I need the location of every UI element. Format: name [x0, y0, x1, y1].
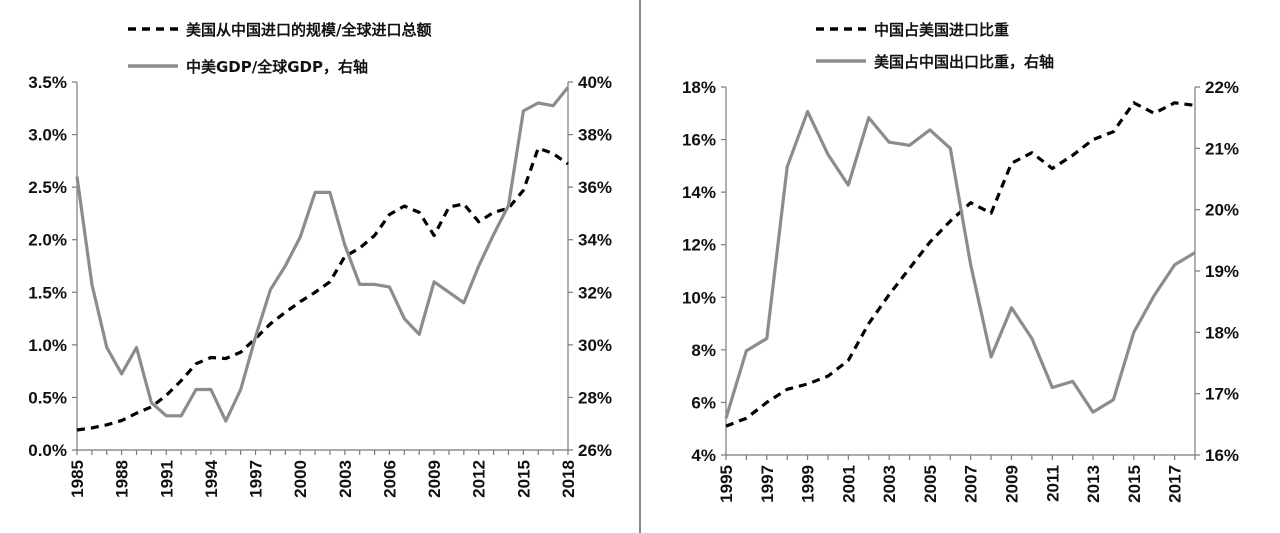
y-right-tick-label: 19% [1205, 262, 1239, 281]
left-chart: 美国从中国进口的规模/全球进口总额 中美GDP/全球GDP，右轴 0.0% 0.5… [28, 21, 612, 498]
y-left-tick-label: 1.5% [28, 283, 67, 302]
y-left-tick-label: 2.0% [28, 231, 67, 250]
y-right-tick-label: 21% [1205, 139, 1239, 158]
y-left-tick-label: 4% [691, 446, 716, 465]
y-right-tick-label: 20% [1205, 201, 1239, 220]
y-right-tick-label: 22% [1205, 78, 1239, 97]
x-tick-label: 1995 [717, 465, 736, 503]
y-left-tick-label: 1.0% [28, 336, 67, 355]
left-chart-panel: 美国从中国进口的规模/全球进口总额 中美GDP/全球GDP，右轴 0.0% 0.5… [28, 0, 641, 533]
y-left-tick-label: 3.0% [28, 126, 67, 145]
x-tick-label: 1985 [68, 460, 87, 498]
y-left-tick-label: 2.5% [28, 178, 67, 197]
y-left-tick-label: 10% [682, 288, 716, 307]
x-tick-label: 1991 [157, 460, 176, 498]
x-tick-label: 2009 [425, 460, 444, 498]
y-right-tick-label: 40% [578, 73, 612, 92]
y-left-tick-label: 18% [682, 78, 716, 97]
y-left-tick-label: 6% [691, 393, 716, 412]
y-right-tick-label: 28% [578, 388, 612, 407]
x-tick-label: 2015 [514, 460, 533, 498]
y-left-tick-label: 14% [682, 183, 716, 202]
legend-label-us-share-china-exports: 美国占中国出口比重，右轴 [874, 53, 1054, 71]
x-tick-label: 2003 [336, 460, 355, 498]
x-tick-label: 2011 [1043, 465, 1062, 502]
x-tick-label: 2006 [380, 460, 399, 498]
y-right-tick-label: 32% [578, 283, 612, 302]
y-left-tick-label: 12% [682, 236, 716, 255]
x-tick-label: 2015 [1125, 465, 1144, 503]
x-tick-label: 1997 [758, 465, 777, 503]
legend-label-china-share-us-imports: 中国占美国进口比重 [874, 21, 1009, 39]
y-left-tick-label: 3.5% [28, 73, 67, 92]
x-tick-label: 1988 [113, 460, 132, 498]
y-right-tick-label: 17% [1205, 385, 1239, 404]
x-tick-label: 2009 [1002, 465, 1021, 503]
right-axes: 4% 6% 8% 10% 12% 14% 16% 18% 16% 17% 18% 19% 20% 21% 2… [682, 78, 1239, 503]
y-right-tick-label: 36% [578, 178, 612, 197]
right-legend: 中国占美国进口比重 美国占中国出口比重，右轴 [816, 21, 1054, 71]
y-right-tick-label: 16% [1205, 446, 1239, 465]
y-left-tick-label: 8% [691, 341, 716, 360]
left-axes: 0.0% 0.5% 1.0% 1.5% 2.0% 2.5% 3.0% 3.5% 26% 28% 30… [28, 73, 612, 498]
x-tick-label: 1999 [799, 465, 818, 503]
x-tick-label: 1994 [202, 459, 221, 497]
x-tick-label: 1997 [247, 460, 266, 498]
legend-label-import-share: 美国从中国进口的规模/全球进口总额 [186, 21, 431, 39]
x-tick-label: 2000 [291, 460, 310, 498]
y-left-tick-label: 0.5% [28, 388, 67, 407]
y-right-tick-label: 18% [1205, 323, 1239, 342]
series-line-dashed [725, 101, 1196, 428]
x-tick-label: 2003 [880, 465, 899, 503]
x-tick-label: 2007 [962, 465, 981, 503]
y-right-tick-label: 30% [578, 336, 612, 355]
x-tick-label: 2005 [921, 465, 940, 503]
x-tick-label: 2017 [1166, 465, 1185, 503]
y-left-tick-label: 0.0% [28, 441, 67, 460]
series-line-solid [75, 86, 570, 423]
x-tick-label: 2018 [559, 460, 578, 498]
series-line-solid [724, 109, 1196, 419]
y-left-tick-label: 16% [682, 131, 716, 150]
right-chart: 中国占美国进口比重 美国占中国出口比重，右轴 4% 6% 8% 10% 12% 14% 16… [682, 21, 1239, 503]
x-tick-label: 2001 [839, 465, 858, 503]
y-right-tick-label: 26% [578, 441, 612, 460]
left-series [75, 86, 570, 432]
y-right-tick-label: 38% [578, 126, 612, 145]
right-series [724, 101, 1196, 428]
series-line-dashed [76, 146, 569, 432]
x-tick-label: 2013 [1084, 465, 1103, 503]
x-tick-label: 2012 [470, 460, 489, 498]
left-legend: 美国从中国进口的规模/全球进口总额 中美GDP/全球GDP，右轴 [128, 21, 431, 76]
right-chart-panel: 中国占美国进口比重 美国占中国出口比重，右轴 4% 6% 8% 10% 12% 14% 16… [641, 0, 1280, 533]
legend-label-gdp-share: 中美GDP/全球GDP，右轴 [186, 58, 368, 76]
y-right-tick-label: 34% [578, 231, 612, 250]
